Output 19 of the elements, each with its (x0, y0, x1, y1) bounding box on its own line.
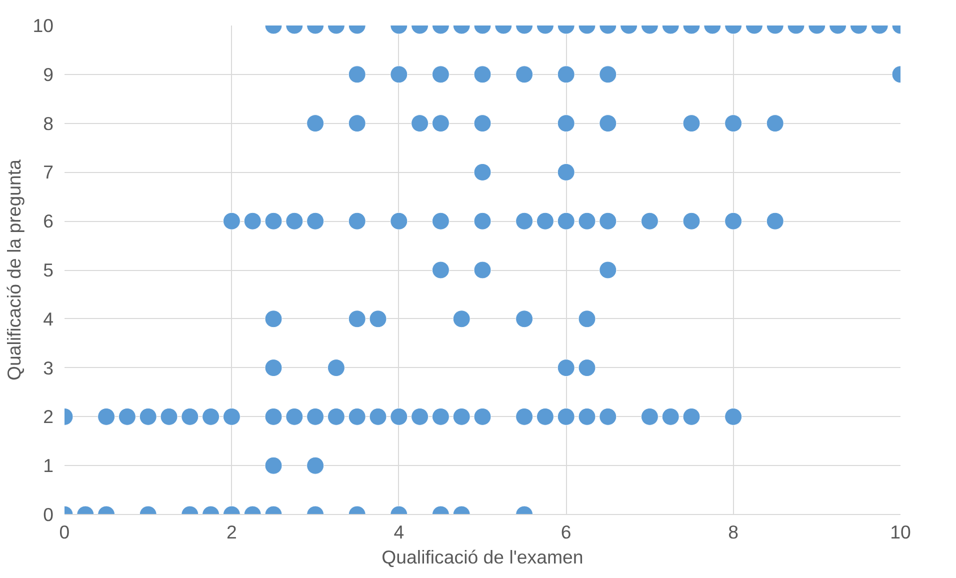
y-tick-label: 0 (43, 504, 54, 525)
x-tick-label: 2 (226, 522, 237, 542)
y-tick-label: 10 (32, 15, 54, 36)
x-tick-label: 8 (728, 522, 739, 542)
y-tick-label: 4 (43, 308, 54, 330)
y-tick-label: 9 (43, 64, 54, 85)
x-tick-label: 10 (890, 522, 911, 542)
y-tick-label: 3 (43, 357, 54, 378)
y-tick-label: 7 (43, 162, 54, 183)
y-tick-label: 6 (43, 210, 54, 232)
y-axis-title: Qualificació de la pregunta (4, 158, 25, 380)
y-tick-label: 5 (43, 260, 54, 280)
y-tick-label: 1 (43, 455, 54, 476)
x-tick-label: 4 (394, 522, 404, 542)
x-tick-label: 0 (59, 522, 70, 542)
y-tick-label: 2 (43, 406, 54, 428)
x-axis-title: Qualificació de l'examen (382, 546, 584, 568)
x-tick-label: 6 (560, 522, 572, 542)
y-tick-label: 8 (43, 112, 54, 134)
